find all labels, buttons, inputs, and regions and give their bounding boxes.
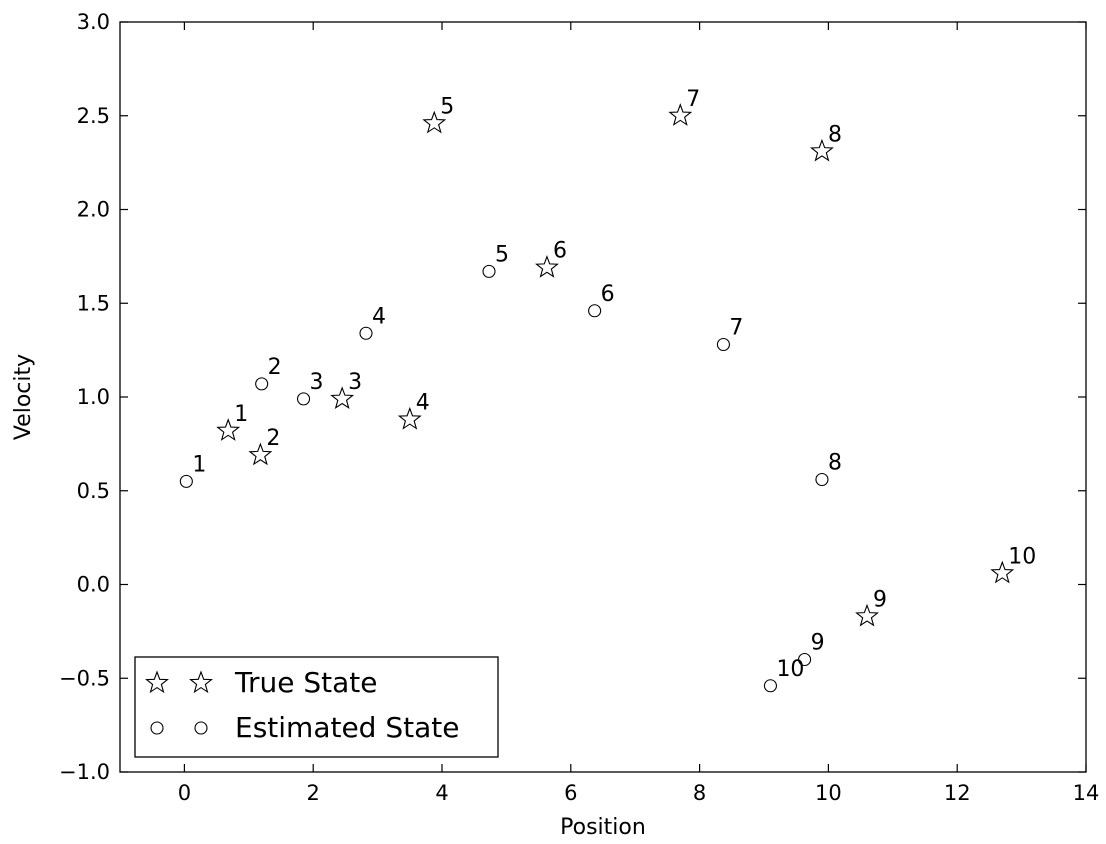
point-label: 2 [268,355,282,380]
estimated-state-point [763,679,777,693]
point-label: 5 [440,94,454,119]
legend-star-marker [145,670,169,694]
x-tick-label: 8 [693,781,706,805]
legend: True State Estimated State [134,656,499,758]
x-tick-label: 6 [564,781,577,805]
y-tick-labels: −1.0 −0.5 0.0 0.5 1.0 1.5 2.0 2.5 3.0 [59,10,110,784]
point-label: 7 [686,87,700,112]
x-tick-label: 14 [1073,781,1100,805]
true-state-point [216,418,241,441]
x-tick-labels: 0 2 4 6 8 10 12 14 [178,781,1100,805]
point-label: 8 [828,122,842,147]
point-label: 1 [192,452,206,477]
y-tick-label: 0.0 [77,573,110,597]
point-label: 6 [553,239,567,264]
legend-markers [145,670,213,735]
point-label: 3 [348,370,362,395]
estimated-state-point [482,264,496,278]
estimated-state-point [296,392,311,406]
x-axis-label: Position [560,815,646,840]
legend-circle-marker [150,721,164,735]
legend-box [134,656,499,758]
y-tick-label: −1.0 [59,760,110,784]
y-tick-label: −0.5 [59,666,110,690]
estimated-state-point [815,472,829,487]
x-tick-label: 2 [307,781,320,805]
true-state-point [248,442,273,466]
x-tick-label: 0 [178,781,191,805]
point-label: 9 [811,631,825,656]
point-label: 3 [310,370,324,395]
y-tick-label: 0.5 [77,479,110,503]
true-state-point [330,386,355,410]
legend-circle-marker [194,721,208,735]
y-axis-label: Velocity [11,354,36,440]
y-tick-label: 2.5 [77,104,110,128]
y-tick-label: 1.0 [77,385,110,409]
data-points [179,103,1015,693]
true-state-point [809,138,834,162]
x-tick-label: 10 [815,781,842,805]
true-state-point [535,255,559,278]
estimated-state-point [255,377,269,391]
x-tick-label: 12 [944,781,971,805]
plot-area [119,21,1087,773]
point-label: 10 [776,657,804,682]
point-label: 8 [828,451,842,476]
point-label: 2 [266,426,280,451]
estimated-state-point [716,337,730,352]
point-label: 9 [873,587,887,612]
true-state-point [990,560,1015,584]
point-label: 6 [601,282,615,307]
legend-label-true-state: True State [234,666,378,699]
true-state-point [855,603,880,627]
y-tick-label: 3.0 [77,10,110,34]
y-tick-label: 1.5 [77,291,110,315]
legend-star-marker [189,670,213,694]
y-tick-label: 2.0 [77,198,110,222]
point-label: 10 [1008,544,1036,569]
true-state-point [397,406,422,430]
axis-ticks [120,21,1087,773]
estimated-state-point [179,474,193,488]
true-state-point [422,110,447,134]
estimated-state-point [359,326,373,340]
point-label: 4 [372,304,386,329]
estimated-state-point [588,304,602,318]
true-state-point [668,103,693,126]
estimated-state-point [798,652,812,667]
point-label: 4 [416,391,430,416]
x-tick-label: 4 [435,781,448,805]
point-label: 1 [234,402,248,427]
point-label: 5 [495,242,509,267]
point-label: 7 [729,316,743,341]
legend-label-estimated-state: Estimated State [235,711,459,744]
